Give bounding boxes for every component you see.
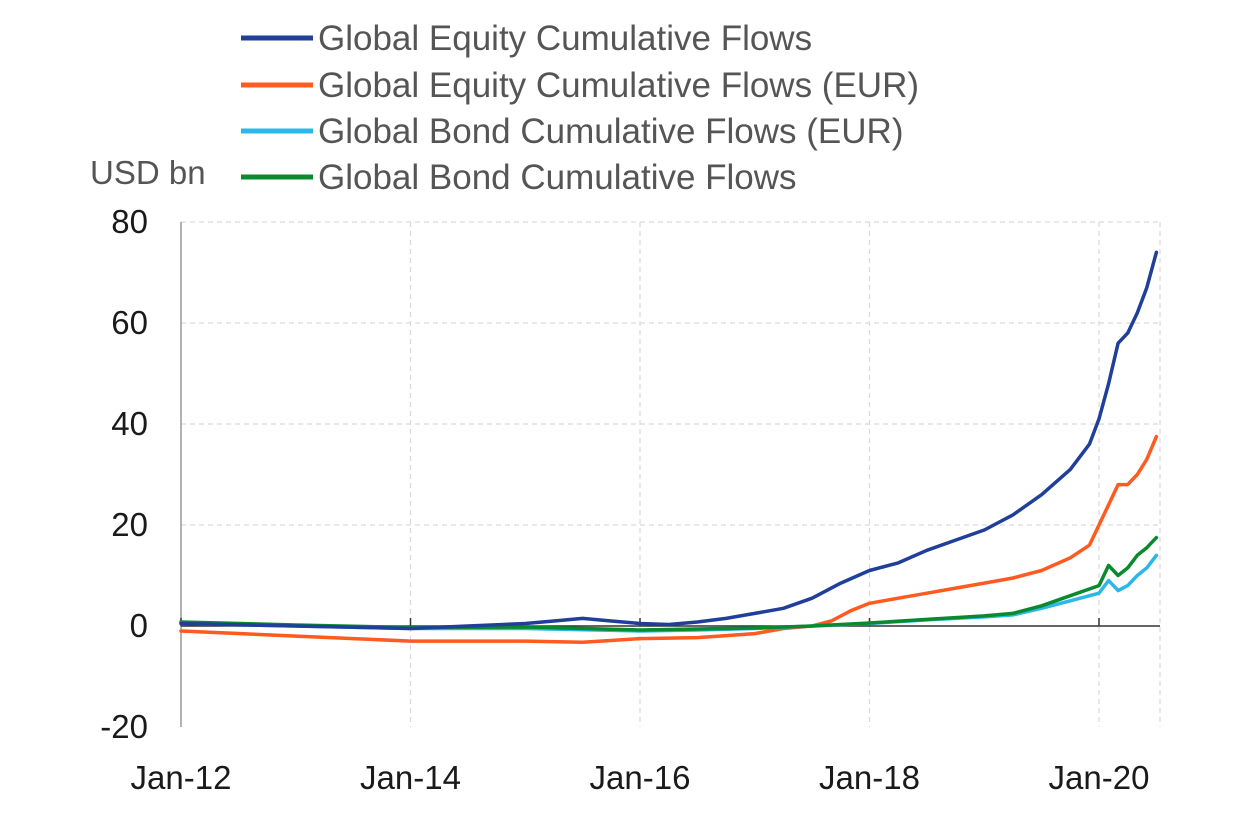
y-tick-label: 80 bbox=[111, 203, 148, 240]
legend: Global Equity Cumulative Flows Global Equ… bbox=[241, 19, 919, 197]
legend-entry-label: Global Bond Cumulative Flows bbox=[318, 158, 797, 197]
grid bbox=[181, 221, 1161, 727]
x-tick-label: Jan-14 bbox=[360, 759, 461, 796]
y-ticks: 80 60 40 20 0 -20 bbox=[100, 203, 148, 745]
series-line bbox=[179, 553, 1159, 633]
series-line bbox=[179, 250, 1159, 631]
y-axis-unit-label: USD bn bbox=[90, 154, 206, 191]
legend-entry-label: Global Equity Cumulative Flows (EUR) bbox=[318, 66, 919, 105]
x-tick-label: Jan-20 bbox=[1049, 759, 1150, 796]
legend-entry-label: Global Bond Cumulative Flows (EUR) bbox=[318, 112, 903, 151]
legend-entry-label: Global Equity Cumulative Flows bbox=[318, 19, 812, 58]
x-ticks: Jan-12 Jan-14 Jan-16 Jan-18 Jan-20 bbox=[131, 618, 1150, 796]
y-tick-label: 0 bbox=[130, 607, 148, 644]
axes bbox=[180, 222, 1160, 727]
y-tick-label: -20 bbox=[100, 708, 148, 745]
x-tick-label: Jan-18 bbox=[819, 759, 920, 796]
y-tick-label: 40 bbox=[111, 405, 148, 442]
y-tick-label: 20 bbox=[111, 506, 148, 543]
x-tick-label: Jan-12 bbox=[131, 759, 232, 796]
y-tick-label: 60 bbox=[111, 304, 148, 341]
series-lines bbox=[179, 250, 1159, 644]
x-tick-label: Jan-16 bbox=[590, 759, 691, 796]
series-line bbox=[179, 535, 1159, 632]
series-line bbox=[179, 434, 1159, 644]
